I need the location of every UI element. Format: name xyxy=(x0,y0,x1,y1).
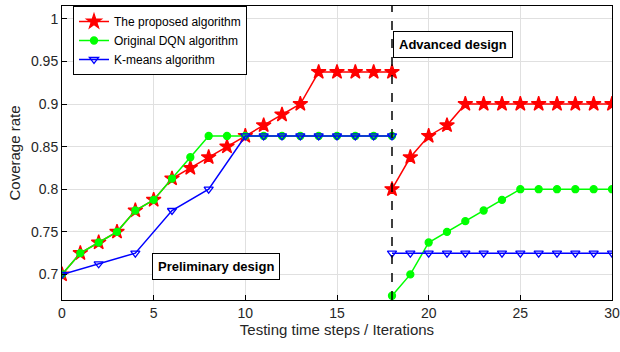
svg-text:10: 10 xyxy=(238,305,254,321)
svg-text:0.9: 0.9 xyxy=(39,96,59,112)
svg-text:Testing time steps / Iteration: Testing time steps / Iterations xyxy=(240,321,434,338)
svg-text:30: 30 xyxy=(604,305,620,321)
svg-text:Coverage rate: Coverage rate xyxy=(6,105,23,200)
svg-text:0: 0 xyxy=(58,305,66,321)
svg-text:Advanced design: Advanced design xyxy=(399,37,507,52)
svg-text:25: 25 xyxy=(513,305,529,321)
svg-text:K-means algorithm: K-means algorithm xyxy=(114,53,215,67)
svg-text:1: 1 xyxy=(50,11,58,27)
svg-text:Preliminary design: Preliminary design xyxy=(158,259,274,274)
svg-text:0.8: 0.8 xyxy=(39,181,59,197)
svg-text:The proposed algorithm: The proposed algorithm xyxy=(114,15,241,29)
svg-text:0.95: 0.95 xyxy=(31,53,58,69)
svg-text:15: 15 xyxy=(329,305,345,321)
svg-text:Original DQN algorithm: Original DQN algorithm xyxy=(114,34,238,48)
svg-text:5: 5 xyxy=(150,305,158,321)
svg-text:0.85: 0.85 xyxy=(31,139,58,155)
svg-text:0.7: 0.7 xyxy=(39,266,59,282)
svg-text:20: 20 xyxy=(421,305,437,321)
svg-text:0.75: 0.75 xyxy=(31,224,58,240)
